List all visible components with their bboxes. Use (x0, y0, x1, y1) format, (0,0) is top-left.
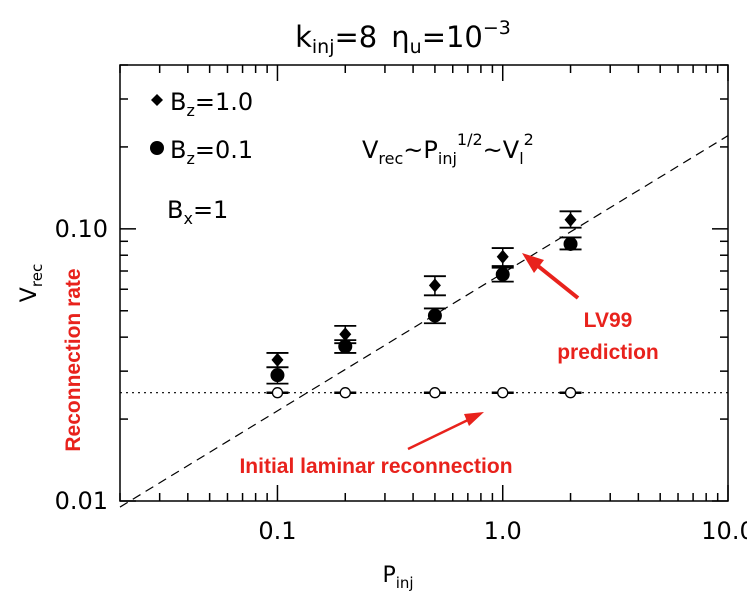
legend-diamond-marker (151, 94, 163, 106)
circle-point (563, 236, 578, 251)
lv99-scaling-line (119, 135, 729, 508)
open-circle-point (497, 387, 509, 399)
scaling-annotation: Vrec~Pinj1/2~Vl2 (362, 130, 534, 168)
bx-annotation: Bx=1 (167, 196, 228, 228)
x-axis-label: Pinj (382, 563, 413, 592)
circle-point (495, 267, 510, 282)
diamond-point (339, 327, 352, 342)
open-circle-point (271, 387, 284, 399)
open-circle-point (339, 387, 351, 399)
axis-ticks (119, 64, 729, 502)
legend-entry-bz-01: Bz=0.1 (170, 136, 253, 168)
open-circle-point (564, 387, 577, 399)
y-axis-label: Vrec (17, 264, 46, 302)
diamond-point (496, 249, 509, 264)
circle-point (338, 339, 353, 354)
y-tick-label: 0.10 (55, 215, 108, 243)
x-tick-label: 0.1 (258, 517, 296, 545)
legend-entry-bz-1: Bz=1.0 (170, 88, 253, 120)
x-tick-label: 10.0 (701, 517, 747, 545)
lv99-label-line2: prediction (557, 341, 659, 364)
laminar-arrow (407, 412, 484, 451)
x-tick-label: 1.0 (484, 517, 522, 545)
chart-title: kinj=8 ηu=10−3 (295, 17, 511, 58)
diamond-point (428, 278, 441, 293)
plot-frame (119, 64, 729, 502)
y-tick-labels: 0.01 0.10 (55, 215, 108, 515)
diamond-point (564, 212, 577, 227)
circle-point (270, 368, 285, 383)
laminar-label: Initial laminar reconnection (239, 455, 512, 478)
circle-point (427, 308, 442, 323)
y-tick-label: 0.01 (55, 487, 108, 515)
lv99-label-line1: LV99 (584, 309, 633, 332)
diamond-point (271, 352, 284, 367)
legend: Bz=1.0 Bz=0.1 (150, 88, 253, 168)
data-points (266, 210, 582, 399)
reference-lines (119, 135, 729, 508)
legend-circle-marker (150, 141, 164, 155)
x-tick-labels: 0.1 1.0 10.0 (258, 517, 747, 545)
lv99-arrow (522, 253, 580, 300)
open-circle-point (429, 387, 441, 399)
reconnection-rate-label: Reconnection rate (62, 268, 85, 451)
